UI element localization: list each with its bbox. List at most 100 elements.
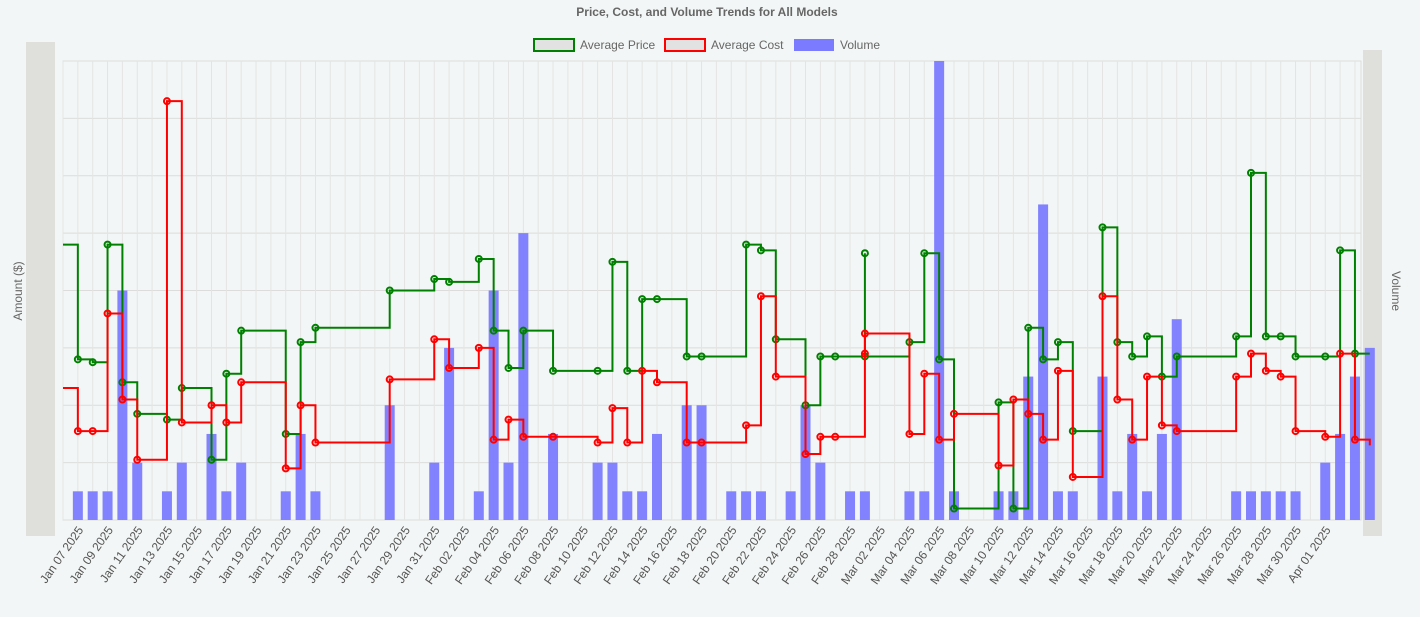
average-cost-point [1009, 395, 1018, 404]
average-price-point [207, 455, 216, 464]
average-price-point [489, 326, 498, 335]
average-price-point [222, 369, 231, 378]
average-price-point [1128, 352, 1137, 361]
average-cost-point [756, 292, 765, 301]
volume-bar [652, 433, 662, 520]
volume-bar [1275, 491, 1286, 520]
average-price-point [816, 352, 825, 361]
average-cost-point [950, 409, 958, 418]
average-cost-point [1098, 292, 1107, 301]
average-cost-point [504, 415, 513, 424]
average-price-point [1276, 332, 1285, 341]
volume-bar [741, 491, 752, 520]
volume-bar [1320, 462, 1331, 520]
average-cost-point [653, 378, 661, 387]
average-cost-line [63, 100, 1371, 478]
legend-label-average-price[interactable]: Average Price [580, 38, 655, 52]
average-price-point [623, 366, 632, 375]
volume-bar [221, 491, 232, 520]
average-cost-point [1024, 409, 1033, 418]
average-cost-point [489, 435, 498, 444]
volume-bar [1127, 433, 1138, 520]
volume-bar [1349, 376, 1360, 520]
average-cost-point [1261, 366, 1270, 375]
volume-bar [1231, 491, 1242, 520]
volume-bar [859, 491, 870, 520]
average-price-point [1261, 332, 1270, 341]
volume-bar [800, 405, 811, 520]
average-price-point [1009, 504, 1018, 513]
average-price-point [1291, 352, 1300, 361]
average-cost-point [1157, 421, 1166, 430]
average-cost-point [1143, 372, 1152, 381]
legend-label-average-cost[interactable]: Average Cost [711, 38, 784, 52]
volume-bar [1260, 491, 1271, 520]
average-price-point [88, 358, 97, 367]
average-cost-point [801, 450, 810, 459]
average-cost-point [1232, 372, 1241, 381]
average-cost-point [519, 432, 528, 441]
average-cost-point [162, 97, 171, 106]
volume-bar [607, 462, 618, 520]
average-cost-point [1053, 366, 1062, 375]
volume-bar [1335, 433, 1346, 520]
volume-bar [503, 462, 514, 520]
average-price-point [994, 398, 1003, 407]
average-price-point [474, 254, 483, 263]
average-cost-point [1350, 435, 1359, 444]
average-cost-point [860, 349, 869, 358]
average-price-point [682, 352, 691, 361]
volume-bar [755, 491, 766, 520]
volume-bar [1052, 491, 1063, 520]
average-cost-point [1172, 427, 1181, 436]
average-cost-point [1128, 435, 1137, 444]
volume-bar [1290, 491, 1301, 520]
average-price-point [1098, 223, 1107, 232]
average-price-point [1321, 352, 1330, 361]
legend-swatch-average-price[interactable] [533, 38, 575, 52]
average-price-point [742, 240, 751, 249]
average-cost-point [831, 432, 840, 441]
average-cost-point [237, 378, 246, 387]
average-cost-point [905, 429, 914, 438]
average-price-point [638, 295, 647, 304]
average-price-point [296, 338, 305, 347]
average-cost-point [994, 461, 1003, 470]
volume-bar [280, 491, 291, 520]
volume-bar [815, 462, 826, 520]
average-price-point [237, 326, 246, 335]
average-price-point [1232, 332, 1241, 341]
volume-bar [236, 462, 247, 520]
average-price-point [385, 286, 394, 295]
average-cost-point [1321, 432, 1330, 441]
volume-bar [1142, 491, 1153, 520]
average-cost-point [73, 427, 82, 436]
average-price-point [311, 323, 320, 332]
volume-bar [176, 462, 187, 520]
y-axis-scrollbar-left[interactable] [26, 42, 55, 536]
volume-bar [473, 491, 484, 520]
volume-bar [696, 405, 707, 520]
average-cost-point [1336, 349, 1345, 358]
volume-bar [1364, 347, 1375, 520]
average-cost-point [385, 375, 394, 384]
average-price-point [935, 355, 944, 364]
average-price-point [430, 275, 439, 284]
average-cost-point [742, 421, 751, 430]
average-cost-point [103, 309, 112, 318]
legend-swatch-volume[interactable] [794, 39, 834, 51]
average-price-point [445, 277, 454, 286]
average-cost-point [1291, 427, 1300, 436]
average-cost-point [118, 395, 127, 404]
chart-title: Price, Cost, and Volume Trends for All M… [576, 5, 838, 19]
volume-bar [206, 433, 217, 520]
average-price-point [1024, 323, 1033, 332]
legend-swatch-average-cost[interactable] [664, 38, 706, 52]
average-cost-point [430, 335, 439, 344]
average-price-point [1143, 332, 1152, 341]
volume-bar [1112, 491, 1123, 520]
legend-label-volume[interactable]: Volume [840, 38, 880, 52]
average-cost-point [1247, 349, 1255, 358]
